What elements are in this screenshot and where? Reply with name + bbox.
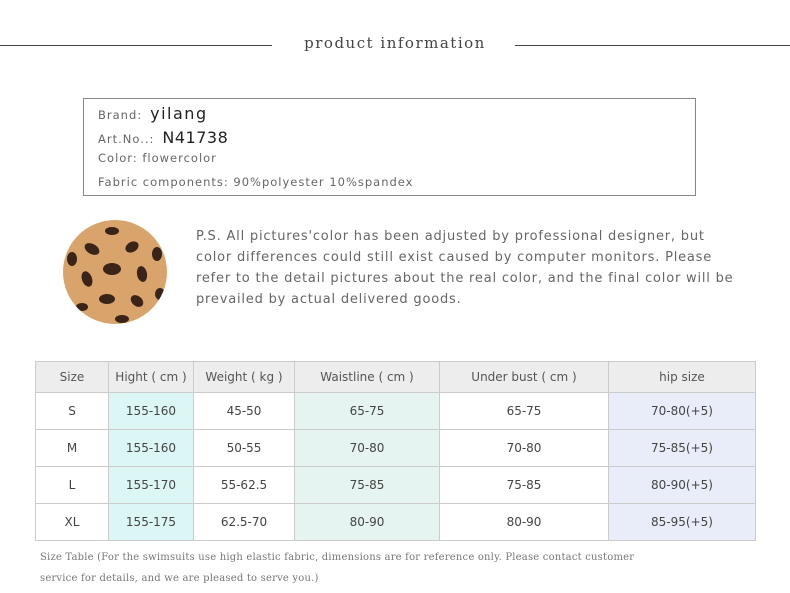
label: Brand: bbox=[98, 108, 143, 122]
art-row: Art.No..: N41738 bbox=[98, 128, 228, 147]
color-row: Color: flowercolor bbox=[98, 151, 217, 165]
note: P.S. All pictures'color has been adjuste… bbox=[196, 226, 736, 310]
cell: 55-62.5 bbox=[193, 466, 295, 504]
header-cell: Hight ( cm ) bbox=[108, 361, 194, 393]
cell: S bbox=[35, 392, 109, 430]
table-row: XL 155-175 62.5-70 80-90 80-90 85-95(+5) bbox=[35, 503, 756, 541]
cell: 80-90 bbox=[439, 503, 609, 541]
divider bbox=[515, 45, 790, 46]
cell: 50-55 bbox=[193, 429, 295, 467]
cell: 70-80 bbox=[439, 429, 609, 467]
header-cell: Under bust ( cm ) bbox=[439, 361, 609, 393]
cell: 155-170 bbox=[108, 466, 194, 504]
cell: 75-85 bbox=[439, 466, 609, 504]
info-box: Brand: yilang Art.No..: N41738 Color: flow… bbox=[83, 98, 696, 196]
table-row: M 155-160 50-55 70-80 70-80 75-85(+5) bbox=[35, 429, 756, 467]
spots bbox=[67, 227, 165, 323]
title-text: product information bbox=[294, 34, 496, 52]
brand-row: Brand: yilang bbox=[98, 104, 208, 123]
cell: 70-80 bbox=[294, 429, 440, 467]
note-line: refer to the detail pictures about the r… bbox=[196, 271, 734, 286]
table-row: S 155-160 45-50 65-75 65-75 70-80(+5) bbox=[35, 392, 756, 430]
footer-line: service for details, and we are pleased … bbox=[40, 573, 319, 584]
header-cell: Waistline ( cm ) bbox=[294, 361, 440, 393]
note-line: color differences could still exist caus… bbox=[196, 250, 713, 265]
note-line: P.S. All pictures'color has been adjuste… bbox=[196, 229, 705, 244]
cell: M bbox=[35, 429, 109, 467]
cell: L bbox=[35, 466, 109, 504]
cell: 75-85 bbox=[294, 466, 440, 504]
cell: 75-85(+5) bbox=[608, 429, 756, 467]
swatch bbox=[63, 220, 167, 324]
header-cell: hip size bbox=[608, 361, 756, 393]
header-cell: Size bbox=[35, 361, 109, 393]
label: Art.No..: bbox=[98, 132, 155, 146]
cell: 80-90(+5) bbox=[608, 466, 756, 504]
cell: 155-175 bbox=[108, 503, 194, 541]
cell: 155-160 bbox=[108, 392, 194, 430]
note-line: prevailed by actual delivered goods. bbox=[196, 292, 462, 307]
cell: XL bbox=[35, 503, 109, 541]
cell: 85-95(+5) bbox=[608, 503, 756, 541]
header-cell: Weight ( kg ) bbox=[193, 361, 295, 393]
table-row: L 155-170 55-62.5 75-85 75-85 80-90(+5) bbox=[35, 466, 756, 504]
cell: 62.5-70 bbox=[193, 503, 295, 541]
divider bbox=[0, 45, 272, 46]
header-row: Size Hight ( cm ) Weight ( kg ) Waistline (… bbox=[35, 361, 756, 393]
footer-line: Size Table (For the swimsuits use high e… bbox=[40, 552, 635, 563]
section-title: product information bbox=[0, 34, 790, 52]
cell: 70-80(+5) bbox=[608, 392, 756, 430]
cell: 65-75 bbox=[294, 392, 440, 430]
cell: 45-50 bbox=[193, 392, 295, 430]
size-table: Size Hight ( cm ) Weight ( kg ) Waistline (… bbox=[35, 361, 756, 541]
cell: 155-160 bbox=[108, 429, 194, 467]
cell: 65-75 bbox=[439, 392, 609, 430]
value: N41738 bbox=[162, 128, 229, 147]
cell: 80-90 bbox=[294, 503, 440, 541]
value: yilang bbox=[150, 104, 208, 123]
footer: Size Table (For the swimsuits use high e… bbox=[40, 547, 634, 589]
fabric-row: Fabric components: 90%polyester 10%spand… bbox=[98, 175, 414, 189]
